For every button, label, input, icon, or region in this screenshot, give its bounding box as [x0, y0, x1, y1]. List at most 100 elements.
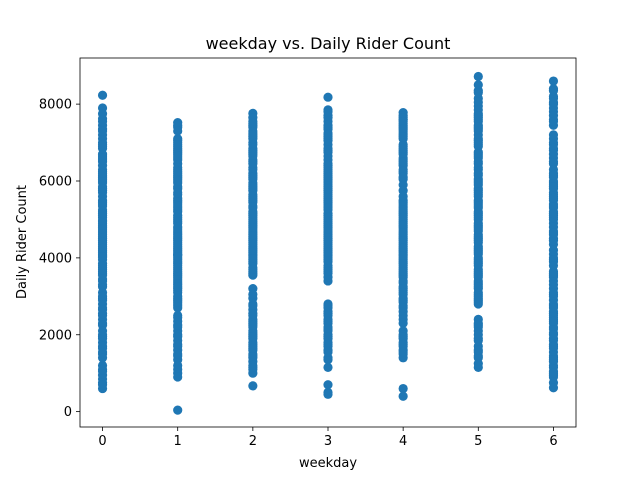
data-point: [548, 280, 559, 290]
data-point: [97, 116, 108, 127]
data-point: [97, 184, 108, 194]
data-point: [398, 259, 408, 269]
data-point: [473, 358, 483, 369]
data-point: [548, 235, 559, 246]
data-point: [323, 212, 333, 223]
data-point: [248, 332, 258, 342]
data-point: [398, 332, 408, 342]
data-point: [473, 87, 483, 98]
data-point: [398, 116, 408, 127]
points-layer: [97, 71, 559, 415]
y-tick-label: 6000: [39, 175, 72, 190]
data-point: [248, 209, 258, 219]
data-point: [173, 139, 183, 150]
data-point: [548, 116, 559, 127]
data-point: [248, 172, 258, 182]
data-point: [97, 197, 108, 207]
data-point: [97, 243, 108, 253]
data-point: [473, 97, 483, 107]
data-point: [548, 303, 559, 313]
x-axis-label: weekday: [299, 456, 357, 471]
data-point: [323, 172, 333, 182]
data-point: [173, 187, 183, 198]
data-point: [323, 301, 333, 311]
data-point: [248, 343, 258, 353]
y-axis-label: Daily Rider Count: [15, 185, 30, 299]
x-tick-label: 0: [98, 434, 106, 449]
data-point: [473, 80, 483, 90]
data-point: [173, 212, 183, 223]
data-point: [548, 201, 559, 211]
data-point: [173, 339, 183, 349]
data-point: [548, 341, 559, 351]
data-point: [248, 193, 258, 203]
data-point: [323, 347, 333, 357]
data-point: [473, 293, 483, 303]
data-point: [398, 212, 408, 223]
data-point: [248, 182, 258, 192]
data-point: [173, 282, 183, 292]
data-point: [473, 201, 483, 211]
data-point: [473, 282, 483, 292]
data-point: [97, 215, 108, 225]
data-point: [173, 312, 183, 323]
data-point: [97, 90, 108, 100]
data-point: [173, 372, 183, 382]
data-point: [548, 193, 559, 203]
data-point: [398, 205, 408, 215]
data-point: [173, 151, 183, 161]
data-point: [97, 274, 108, 284]
data-point: [173, 224, 183, 234]
data-point: [473, 137, 483, 148]
data-point: [248, 264, 258, 275]
chart-title: weekday vs. Daily Rider Count: [206, 34, 451, 53]
data-point: [398, 295, 408, 305]
data-point: [323, 380, 333, 390]
data-point: [323, 339, 333, 349]
data-point: [97, 153, 108, 163]
data-point: [323, 332, 333, 342]
data-point: [548, 86, 559, 96]
data-point: [473, 168, 483, 178]
data-point: [173, 320, 183, 330]
data-point: [173, 293, 183, 303]
data-point: [173, 332, 183, 342]
data-point: [548, 330, 559, 340]
data-point: [173, 232, 183, 242]
data-point: [97, 126, 108, 136]
data-point: [473, 157, 483, 167]
data-point: [323, 362, 333, 373]
y-tick-label: 4000: [39, 251, 72, 266]
data-point: [398, 303, 408, 313]
data-point: [323, 309, 333, 319]
data-point: [473, 345, 483, 355]
data-point: [248, 237, 258, 248]
data-point: [173, 243, 183, 253]
data-point: [97, 326, 108, 336]
data-point: [323, 92, 333, 102]
data-point: [548, 97, 559, 107]
data-point: [97, 109, 108, 119]
data-point: [248, 147, 258, 157]
data-point: [398, 143, 408, 153]
x-tick-label: 6: [549, 434, 557, 449]
data-point: [473, 149, 483, 159]
data-point: [248, 301, 258, 311]
data-point: [173, 251, 183, 261]
data-point: [548, 157, 559, 167]
data-point: [248, 130, 258, 140]
data-point: [323, 389, 333, 399]
data-point: [248, 230, 258, 240]
data-point: [248, 159, 258, 169]
data-point: [548, 287, 559, 298]
data-point: [398, 339, 408, 349]
data-point: [473, 270, 483, 280]
data-point: [398, 157, 408, 167]
x-tick-label: 2: [249, 434, 257, 449]
x-axis-ticks: 0 1 2 3 4 5 6: [98, 427, 558, 449]
data-point: [248, 245, 258, 255]
data-point: [548, 383, 559, 393]
data-point: [173, 166, 183, 176]
data-point: [473, 259, 483, 269]
data-point: [548, 228, 559, 238]
